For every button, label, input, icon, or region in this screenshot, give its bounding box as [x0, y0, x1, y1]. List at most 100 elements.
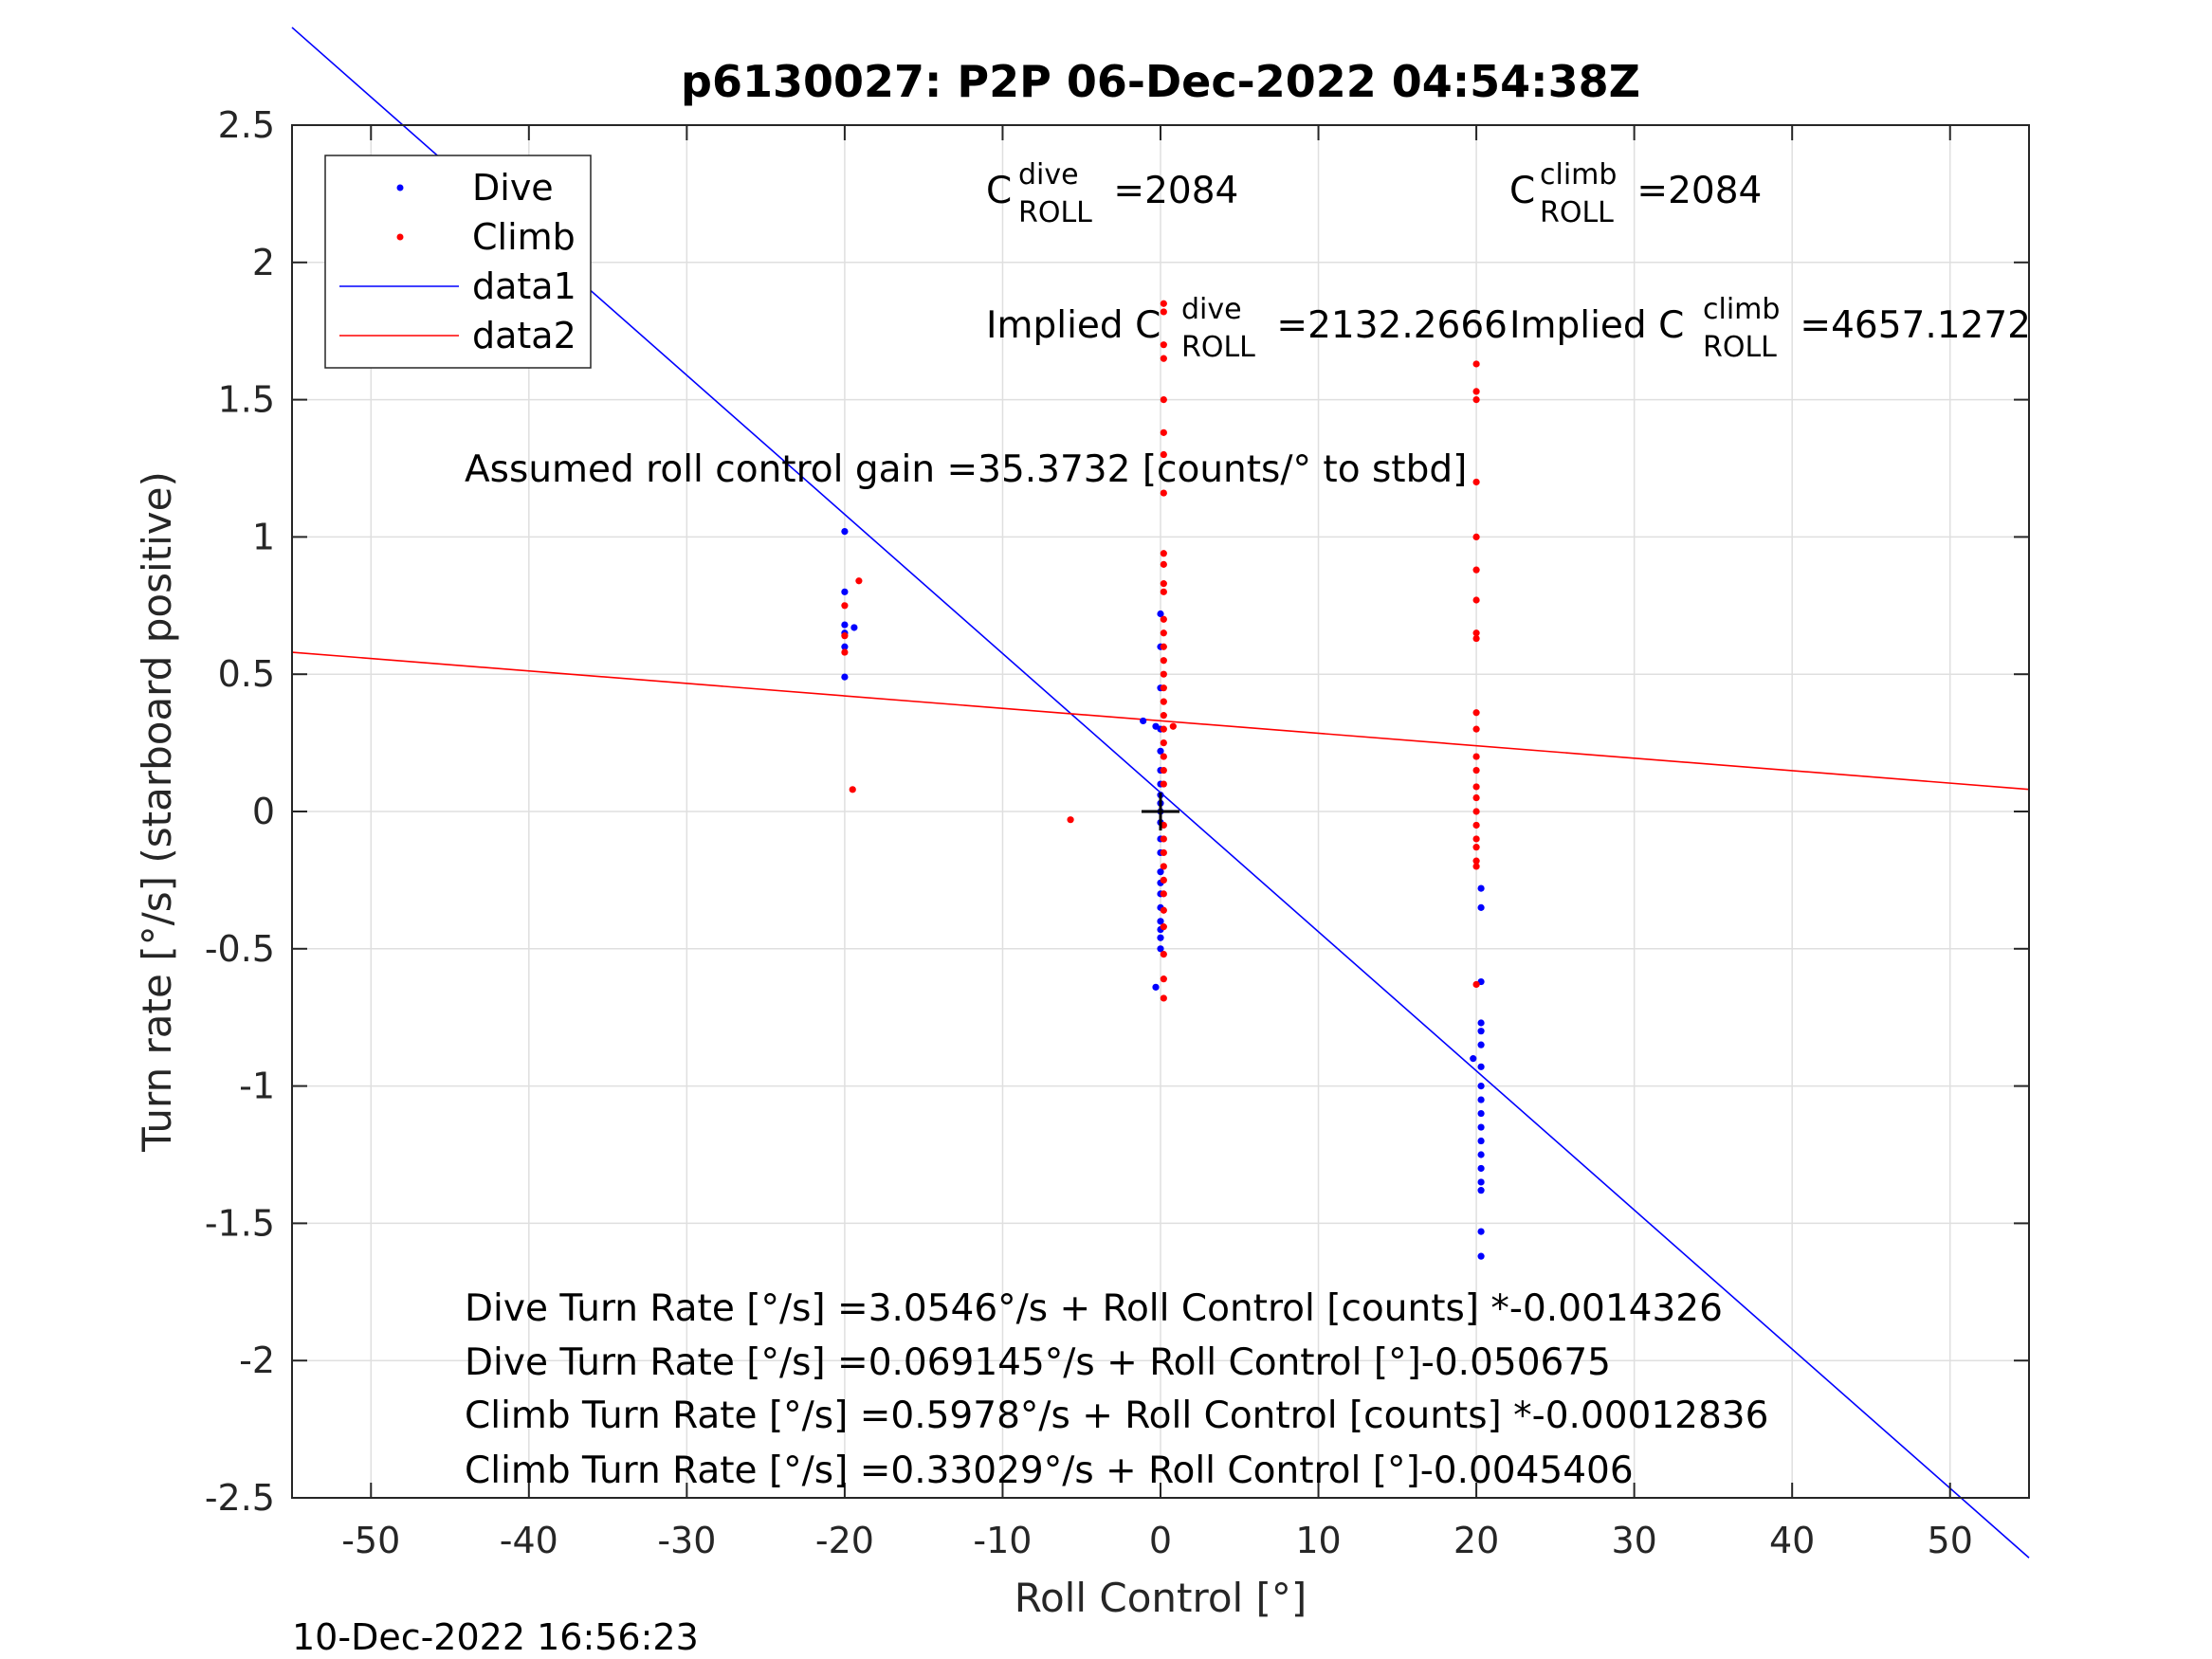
- y-tick-label: -0.5: [205, 928, 275, 970]
- dive-point: [1477, 1096, 1485, 1103]
- climb-point: [1160, 848, 1167, 857]
- climb-point: [1169, 722, 1177, 730]
- dive-point: [1157, 918, 1164, 925]
- dive-point: [1477, 1028, 1485, 1035]
- x-axis-label: Roll Control [°]: [1015, 1575, 1307, 1621]
- dive-point: [1157, 868, 1164, 876]
- climb-point: [1472, 835, 1480, 843]
- dive-point: [1477, 1252, 1485, 1260]
- climb-point: [1160, 300, 1167, 307]
- dive-point: [1477, 1151, 1485, 1158]
- climb-point: [1160, 355, 1167, 362]
- climb-point: [1160, 550, 1167, 557]
- x-tick-label: -30: [657, 1520, 716, 1561]
- dive-point: [841, 673, 849, 681]
- climb-point: [1160, 341, 1167, 349]
- climb-point: [1160, 766, 1167, 775]
- climb-point: [1160, 753, 1167, 760]
- c-roll-climb-sub: ROLL: [1540, 196, 1614, 229]
- dive-point: [1477, 1123, 1485, 1131]
- climb-point: [1160, 712, 1167, 720]
- y-tick-label: -2: [239, 1340, 275, 1381]
- legend-dive-marker: [396, 184, 404, 191]
- axis-ticks: -50 -40 -30 -20 -10 0 10 20 30 40 50 2.5 2 1.5 1 0.5 0 -0…: [205, 104, 2029, 1561]
- c-roll-dive-value: =2084: [1102, 170, 1238, 212]
- x-tick-label: -10: [973, 1520, 1032, 1561]
- climb-point: [1160, 739, 1167, 747]
- c-roll-dive-sup: dive: [1018, 158, 1079, 191]
- dive-point: [1470, 1055, 1477, 1063]
- dive-point: [1157, 610, 1164, 618]
- fit-line-2: Dive Turn Rate [°/s] =0.069145°/s + Roll…: [465, 1341, 1611, 1384]
- implied-c-roll-climb-annotation: Implied C climb ROLL =4657.1272: [1509, 293, 2031, 364]
- y-tick-label: 2: [252, 242, 275, 283]
- dive-point: [1157, 934, 1164, 941]
- climb-point: [1472, 863, 1480, 870]
- dive-point: [1477, 1063, 1485, 1070]
- climb-point: [1160, 657, 1167, 665]
- c-roll-dive-base: C: [986, 170, 1012, 212]
- dive-point: [1140, 717, 1147, 725]
- c-roll-climb-sup: climb: [1540, 158, 1617, 191]
- climb-point: [1472, 596, 1480, 604]
- fit-line-3: Climb Turn Rate [°/s] =0.5978°/s + Roll …: [465, 1395, 1768, 1437]
- dive-point: [1477, 1164, 1485, 1173]
- y-tick-label: -1: [239, 1066, 275, 1107]
- climb-point: [1472, 783, 1480, 791]
- implied-dive-base: Implied C: [986, 304, 1161, 347]
- climb-point: [1160, 906, 1167, 914]
- fit-line-1: Dive Turn Rate [°/s] =3.0546°/s + Roll C…: [465, 1287, 1723, 1330]
- climb-point: [1160, 950, 1167, 958]
- c-roll-climb-annotation: C climb ROLL =2084: [1509, 158, 1762, 229]
- climb-point: [1472, 844, 1480, 851]
- climb-point: [1472, 766, 1480, 775]
- implied-dive-sub: ROLL: [1181, 331, 1255, 364]
- legend-data2-label: data2: [472, 315, 576, 356]
- dive-point: [1477, 1109, 1485, 1118]
- implied-dive-value: =2132.2666: [1265, 304, 1508, 347]
- dive-point: [1157, 945, 1164, 953]
- climb-point: [1472, 808, 1480, 815]
- dive-point: [1157, 747, 1164, 755]
- c-roll-climb-value: =2084: [1625, 170, 1762, 212]
- climb-point: [1472, 793, 1480, 802]
- legend-dive-label: Dive: [472, 167, 554, 209]
- climb-point: [1472, 857, 1480, 865]
- dive-point: [1477, 1137, 1485, 1145]
- climb-point: [1160, 923, 1167, 931]
- climb-point: [841, 632, 849, 640]
- y-tick-label: 0: [252, 791, 275, 832]
- climb-point: [1160, 580, 1167, 588]
- climb-point: [1160, 876, 1167, 884]
- climb-point: [1160, 725, 1167, 733]
- climb-point: [1160, 698, 1167, 705]
- climb-point: [1472, 821, 1480, 830]
- legend-climb-marker: [396, 233, 404, 241]
- y-tick-label: -2.5: [205, 1477, 275, 1519]
- legend-data1-label: data1: [472, 265, 576, 307]
- legend-box: [324, 155, 592, 369]
- c-roll-climb-base: C: [1509, 170, 1535, 212]
- origin-marker: [1142, 793, 1179, 830]
- climb-point: [1472, 753, 1480, 760]
- climb-point: [1472, 478, 1480, 486]
- climb-point: [1160, 428, 1167, 436]
- dive-point: [841, 528, 849, 536]
- climb-point: [1160, 994, 1167, 1002]
- climb-point: [1160, 643, 1167, 650]
- climb-point: [1472, 388, 1480, 395]
- climb-point: [841, 602, 849, 610]
- climb-point: [841, 648, 849, 656]
- climb-point: [1472, 980, 1480, 989]
- c-roll-dive-sub: ROLL: [1018, 196, 1092, 229]
- legend: Dive Climb data1 data2: [324, 155, 592, 369]
- data-points: [841, 300, 1485, 1260]
- climb-point: [1160, 670, 1167, 678]
- implied-climb-sub: ROLL: [1703, 331, 1777, 364]
- dive-point: [850, 624, 858, 631]
- y-axis-label: Turn rate [°/s] (starboard positive): [134, 471, 180, 1153]
- dive-point: [1477, 884, 1485, 892]
- dive-point: [1477, 1083, 1485, 1090]
- roll-gain-annotation: Assumed roll control gain =35.3732 [coun…: [465, 448, 1467, 491]
- fit-line-4: Climb Turn Rate [°/s] =0.33029°/s + Roll…: [465, 1449, 1634, 1492]
